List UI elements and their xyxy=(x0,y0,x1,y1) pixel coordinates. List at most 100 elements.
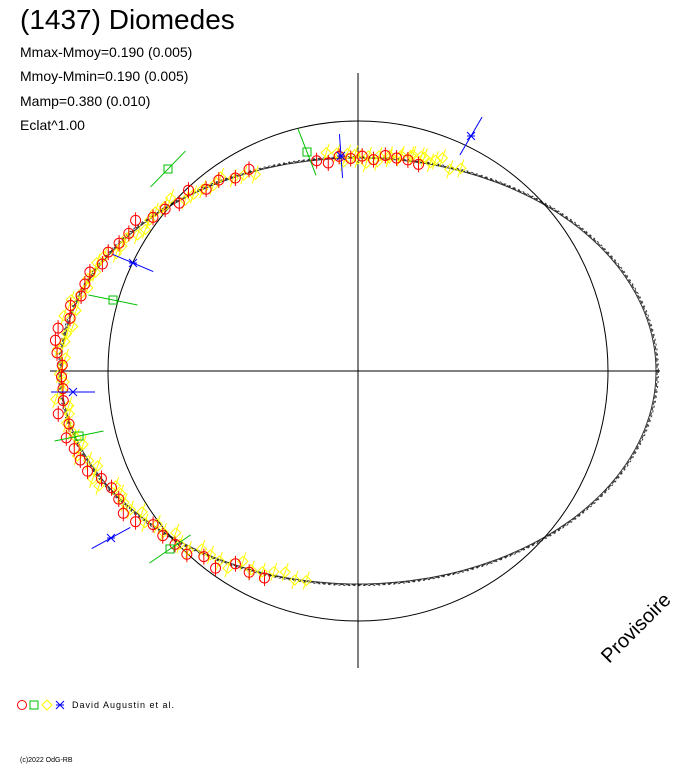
legend-authors: David Augustin et al. xyxy=(72,700,176,710)
point-diamond-88 xyxy=(424,157,437,169)
errbar-square-1 xyxy=(88,294,138,306)
point-diamond-73 xyxy=(383,149,396,162)
point-diamond-50 xyxy=(91,256,103,269)
point-diamond-27 xyxy=(77,438,89,451)
errbar-diamond-63 xyxy=(199,180,207,199)
point-diamond-83 xyxy=(373,150,385,162)
errbar-diamond-64 xyxy=(209,176,217,195)
point-diamond-11 xyxy=(182,544,194,557)
point-diamond-87 xyxy=(415,150,427,163)
errbar-diamond-76 xyxy=(420,148,428,167)
errbar-star-1 xyxy=(112,253,154,273)
point-square-0 xyxy=(163,164,173,174)
errbar-diamond-2 xyxy=(281,562,289,582)
point-diamond-49 xyxy=(89,266,102,279)
errbar-diamond-78 xyxy=(322,143,330,162)
errbar-diamond-17 xyxy=(138,502,146,522)
point-diamond-19 xyxy=(118,496,130,509)
errbar-square-0 xyxy=(150,150,186,188)
errbar-square-3 xyxy=(149,534,191,564)
point-diamond-53 xyxy=(116,240,128,253)
point-square-2 xyxy=(74,431,84,441)
point-diamond-2 xyxy=(279,566,291,578)
errbar-diamond-14 xyxy=(159,523,167,542)
errbar-diamond-29 xyxy=(67,421,75,440)
point-diamond-84 xyxy=(383,152,395,164)
point-diamond-34 xyxy=(56,384,68,396)
point-diamond-42 xyxy=(66,320,79,333)
point-diamond-5 xyxy=(245,564,257,576)
errbar-diamond-27 xyxy=(79,435,87,454)
point-diamond-13 xyxy=(170,527,182,539)
point-diamond-4 xyxy=(256,566,268,578)
legend-yellow-diamond xyxy=(41,699,53,711)
errbar-diamond-8 xyxy=(215,551,223,571)
errbar-diamond-7 xyxy=(224,559,232,578)
errbar-square-4 xyxy=(297,128,317,176)
errbar-diamond-68 xyxy=(251,165,259,184)
point-diamond-24 xyxy=(91,460,104,472)
point-diamond-78 xyxy=(320,147,332,159)
point-diamond-51 xyxy=(98,250,110,263)
reference-circle-line xyxy=(107,120,609,622)
stat-mmoy-mmin: Mmoy-Mmin=0.190 (0.005) xyxy=(20,68,189,84)
point-diamond-0 xyxy=(300,574,312,587)
point-diamond-56 xyxy=(139,223,152,236)
plot-axes xyxy=(50,73,660,668)
point-diamond-81 xyxy=(352,153,364,165)
point-diamond-58 xyxy=(149,206,162,218)
legend-green-square xyxy=(29,700,39,710)
point-diamond-69 xyxy=(337,156,350,168)
point-diamond-45 xyxy=(65,294,77,306)
errbar-diamond-18 xyxy=(126,500,134,519)
errbar-diamond-0 xyxy=(302,571,310,590)
point-diamond-38 xyxy=(59,352,72,364)
errbar-diamond-15 xyxy=(153,514,161,534)
point-diamond-91 xyxy=(455,162,467,175)
errbar-star-3 xyxy=(91,527,131,549)
point-diamond-72 xyxy=(371,155,384,168)
errbar-diamond-38 xyxy=(61,348,69,368)
errbar-diamond-1 xyxy=(291,570,299,590)
errbar-diamond-24 xyxy=(94,456,102,476)
errbar-diamond-9 xyxy=(207,545,214,564)
errbar-diamond-75 xyxy=(409,145,417,165)
errbar-diamond-60 xyxy=(167,188,175,208)
point-square-4 xyxy=(302,147,312,157)
point-diamond-16 xyxy=(139,517,151,529)
point-diamond-90 xyxy=(444,163,456,176)
point-diamond-8 xyxy=(213,555,226,567)
errbar-diamond-57 xyxy=(146,211,154,230)
point-diamond-12 xyxy=(174,538,186,550)
copyright-credit: (c)2022 OdG-RB xyxy=(20,757,73,764)
errbar-diamond-13 xyxy=(172,523,180,542)
errbar-diamond-82 xyxy=(365,146,372,166)
errbar-diamond-10 xyxy=(198,539,206,559)
errbar-diamond-67 xyxy=(240,165,248,185)
errbar-diamond-40 xyxy=(61,332,69,351)
point-diamond-17 xyxy=(136,506,148,518)
errbar-diamond-33 xyxy=(52,390,60,409)
point-diamond-18 xyxy=(124,503,137,516)
point-diamond-14 xyxy=(157,526,170,538)
point-diamond-62 xyxy=(187,188,200,201)
point-diamond-89 xyxy=(436,152,449,164)
stat-mmax-mmoy: Mmax-Mmoy=0.190 (0.005) xyxy=(20,44,193,60)
errbar-diamond-55 xyxy=(133,225,141,245)
point-diamond-15 xyxy=(151,518,164,530)
errbar-diamond-91 xyxy=(457,159,465,178)
errbar-diamond-16 xyxy=(141,513,149,532)
point-diamond-35 xyxy=(58,376,70,388)
errbar-diamond-6 xyxy=(239,552,247,571)
legend-blue-star xyxy=(55,700,65,710)
point-diamond-22 xyxy=(93,480,105,492)
errbar-diamond-77 xyxy=(431,151,439,170)
point-diamond-54 xyxy=(120,232,133,244)
errbar-diamond-23 xyxy=(89,469,97,488)
errbar-square-2 xyxy=(54,430,104,442)
errbar-diamond-90 xyxy=(446,160,454,179)
errbar-diamond-11 xyxy=(184,541,192,560)
errbar-diamond-62 xyxy=(190,185,198,204)
point-diamond-39 xyxy=(52,343,64,355)
